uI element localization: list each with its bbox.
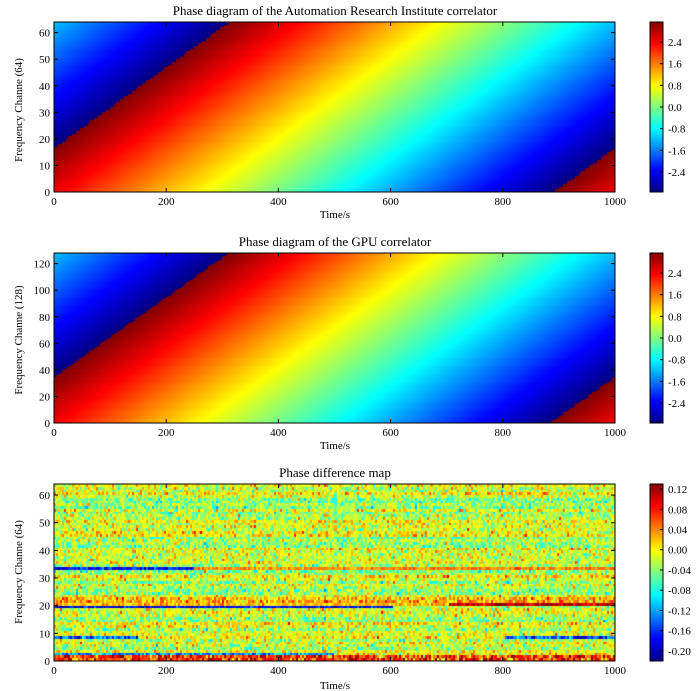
y-tick-label: 60 xyxy=(39,490,51,502)
y-axis-label: Frequency Channe (64) xyxy=(13,58,25,162)
y-tick-label: 50 xyxy=(39,54,51,66)
x-tick-label: 200 xyxy=(158,196,175,208)
y-axis-label: Frequency Channe (64) xyxy=(13,520,25,624)
y-tick-label: 50 xyxy=(39,518,51,530)
colorbar-tick-label: 2.4 xyxy=(668,268,682,280)
colorbar-tick-label: -0.08 xyxy=(668,585,691,597)
colorbar-tick-label: 1.6 xyxy=(668,59,682,71)
colorbar-tick-label: 0.04 xyxy=(668,525,688,537)
heatmap-plot-area: 0 200 400 600 800 100001020304050600.120.080.… xyxy=(39,483,691,677)
panel-ari-correlator: Phase diagram of the Automation Research… xyxy=(13,3,686,221)
x-tick-label: 800 xyxy=(495,196,512,208)
colorbar-tick-label: -1.6 xyxy=(668,376,686,388)
y-tick-label: 40 xyxy=(39,81,51,93)
x-tick-label: 1000 xyxy=(604,196,627,208)
y-tick-label: 100 xyxy=(34,285,51,297)
panel-title: Phase diagram of the Automation Research… xyxy=(173,3,498,18)
x-tick-label: 0 xyxy=(51,427,57,439)
colorbar-tick-label: -0.16 xyxy=(668,626,691,638)
heatmap-image xyxy=(54,484,615,661)
x-tick-label: 400 xyxy=(270,427,287,439)
y-tick-label: 30 xyxy=(39,573,51,585)
colorbar-tick-label: 0.08 xyxy=(668,504,688,516)
x-tick-label: 800 xyxy=(495,427,512,439)
panel-title: Phase diagram of the GPU correlator xyxy=(239,234,432,249)
panel-gpu-correlator: Phase diagram of the GPU correlator 0 200… xyxy=(13,234,686,452)
y-tick-label: 0 xyxy=(45,187,51,199)
y-tick-label: 10 xyxy=(39,160,51,172)
y-tick-label: 10 xyxy=(39,628,51,640)
y-tick-label: 20 xyxy=(39,134,51,146)
colorbar-tick-label: 0.0 xyxy=(668,333,682,345)
plot-frame xyxy=(53,483,616,662)
colorbar-tick-label: -0.8 xyxy=(668,355,686,367)
colorbar-gradient xyxy=(650,253,663,423)
colorbar: 0.12 0.08 0.04 0.00 -0.04 -0.08 -0.12 -0.16 -0.2… xyxy=(649,483,691,662)
x-tick-label: 200 xyxy=(158,427,175,439)
y-tick-label: 30 xyxy=(39,107,51,119)
colorbar: 2.4 1.6 0.8 0.0 -0.8 -1.6 -2.4 xyxy=(649,252,686,424)
y-tick-label: 20 xyxy=(39,391,51,403)
colorbar-tick-label: 0.00 xyxy=(668,545,688,557)
colorbar-gradient xyxy=(650,22,663,192)
colorbar-tick-label: -0.8 xyxy=(668,124,686,136)
colorbar-tick-label: -2.4 xyxy=(668,398,686,410)
colorbar: 2.4 1.6 0.8 0.0 -0.8 -1.6 -2.4 xyxy=(649,21,686,193)
colorbar-frame xyxy=(649,483,664,662)
x-axis-label: Time/s xyxy=(320,440,350,452)
colorbar-tick-label: 0.0 xyxy=(668,102,682,114)
x-tick-label: 1000 xyxy=(604,427,627,439)
x-tick-label: 0 xyxy=(51,665,57,677)
heatmap-image xyxy=(54,22,615,192)
y-tick-label: 40 xyxy=(39,545,51,557)
panel-title: Phase difference map xyxy=(279,465,391,480)
y-axis-label: Frequency Channe (128) xyxy=(13,285,25,395)
y-tick-label: 0 xyxy=(45,418,51,430)
y-tick-label: 0 xyxy=(45,656,51,668)
plot-frame xyxy=(53,252,616,424)
y-tick-label: 120 xyxy=(34,259,51,271)
colorbar-tick-label: 1.6 xyxy=(668,290,682,302)
x-tick-label: 600 xyxy=(382,427,399,439)
x-tick-label: 0 xyxy=(51,196,57,208)
y-tick-label: 60 xyxy=(39,338,51,350)
colorbar-tick-label: -0.20 xyxy=(668,646,691,658)
colorbar-tick-label: 0.12 xyxy=(668,484,687,496)
colorbar-gradient xyxy=(650,484,663,661)
y-tick-label: 20 xyxy=(39,601,51,613)
x-tick-label: 400 xyxy=(270,196,287,208)
colorbar-tick-label: 2.4 xyxy=(668,37,682,49)
x-axis-label: Time/s xyxy=(320,209,350,221)
x-tick-label: 600 xyxy=(382,665,399,677)
y-tick-label: 40 xyxy=(39,365,51,377)
y-tick-label: 80 xyxy=(39,312,51,324)
panel-phase-difference: Phase difference map 0 200 400 600 800 1000 0 1… xyxy=(13,465,691,691)
x-tick-label: 400 xyxy=(270,665,287,677)
heatmap-plot-area: 0 200 400 600 800 1000 0 10 20 30 40 50 60 2.4 1.6 0.8 0… xyxy=(39,21,686,208)
x-tick-label: 600 xyxy=(382,196,399,208)
colorbar-tick-label: -0.04 xyxy=(668,565,691,577)
colorbar-tick-label: -0.12 xyxy=(668,605,691,617)
colorbar-tick-label: -1.6 xyxy=(668,145,686,157)
x-axis-label: Time/s xyxy=(320,680,350,691)
x-tick-label: 1000 xyxy=(604,665,627,677)
colorbar-tick-label: -2.4 xyxy=(668,167,686,179)
x-tick-label: 800 xyxy=(495,665,512,677)
heatmap-plot-area: 0 200 400 600 800 1000 0 20 40 60 80 100 120 2.4 1.6 0.… xyxy=(34,252,686,439)
plot-frame xyxy=(53,21,616,193)
x-tick-label: 200 xyxy=(158,665,175,677)
colorbar-tick-label: 0.8 xyxy=(668,311,682,323)
y-tick-label: 60 xyxy=(39,28,51,40)
heatmap-image xyxy=(54,253,615,423)
colorbar-tick-label: 0.8 xyxy=(668,80,682,92)
